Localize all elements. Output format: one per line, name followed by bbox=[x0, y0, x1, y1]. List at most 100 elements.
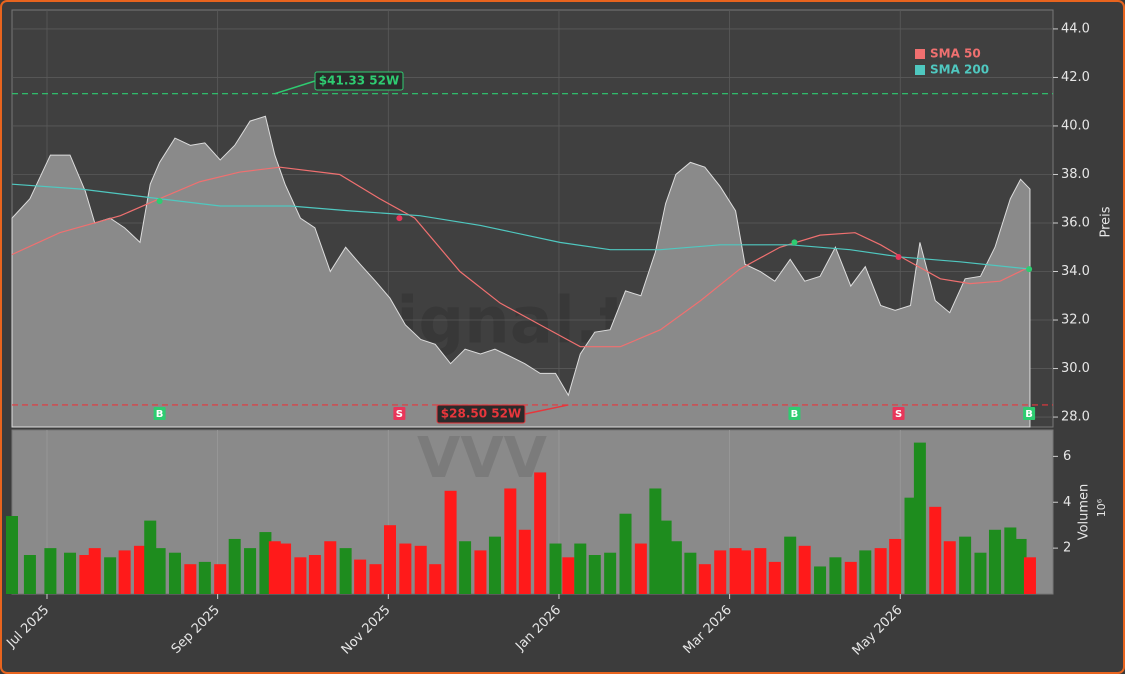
signal-label: S bbox=[895, 409, 902, 420]
volume-bar bbox=[768, 561, 781, 594]
volume-bar bbox=[1004, 527, 1017, 594]
volume-bar bbox=[384, 525, 397, 594]
signal-dot bbox=[156, 198, 163, 205]
y-tick-label: 4 bbox=[1063, 495, 1071, 510]
volume-bar bbox=[698, 564, 711, 594]
volume-bar bbox=[588, 555, 601, 594]
volume-bar bbox=[904, 497, 917, 594]
volume-bar bbox=[534, 472, 547, 594]
volume-bar bbox=[279, 543, 292, 594]
y-tick-label: 2 bbox=[1063, 541, 1071, 556]
volume-bar bbox=[913, 442, 926, 594]
signal-marker bbox=[788, 407, 801, 420]
signal-marker bbox=[1023, 407, 1036, 420]
y-tick-label: 30.0 bbox=[1061, 361, 1090, 376]
volume-bar bbox=[943, 541, 956, 594]
volume-bar bbox=[518, 529, 531, 594]
legend-label: SMA 50 bbox=[930, 47, 981, 61]
signal-dot bbox=[895, 253, 902, 260]
volume-bar bbox=[228, 538, 241, 594]
volume-bar bbox=[504, 488, 517, 594]
volume-bar bbox=[244, 548, 257, 594]
volume-bar bbox=[929, 506, 942, 594]
y-tick-label: 32.0 bbox=[1061, 313, 1090, 328]
annotation-label: $28.50 52W bbox=[441, 407, 521, 421]
signal-dot bbox=[1026, 266, 1033, 273]
volume-bar bbox=[88, 548, 101, 594]
volume-bar bbox=[738, 550, 751, 594]
volume-bar bbox=[444, 490, 457, 594]
legend-label: SMA 200 bbox=[930, 63, 989, 77]
y-tick-label: 28.0 bbox=[1061, 410, 1090, 425]
volume-bar bbox=[488, 536, 501, 594]
volume-bar bbox=[399, 543, 412, 594]
volume-bar bbox=[294, 557, 307, 594]
volume-bar bbox=[414, 545, 427, 594]
volume-bar bbox=[889, 538, 902, 594]
volume-bar bbox=[44, 548, 57, 594]
signal-label: B bbox=[156, 409, 164, 420]
volume-bar bbox=[133, 545, 146, 594]
signal-marker bbox=[892, 407, 905, 420]
signal-label: B bbox=[791, 409, 799, 420]
signal-marker bbox=[393, 407, 406, 420]
volume-bar bbox=[634, 543, 647, 594]
signal-dot bbox=[791, 239, 798, 246]
volume-bar bbox=[339, 548, 352, 594]
volume-bar bbox=[549, 543, 562, 594]
y-axis-label: Preis bbox=[1099, 206, 1114, 237]
signal-dot bbox=[396, 215, 403, 222]
volume-bar bbox=[1023, 557, 1036, 594]
volume-bar bbox=[814, 566, 827, 594]
volume-bar bbox=[79, 555, 92, 594]
annotation-arrow bbox=[274, 80, 316, 95]
sma-line bbox=[11, 183, 1031, 270]
price-area bbox=[11, 115, 1031, 428]
volume-bar bbox=[118, 550, 131, 594]
volume-bar bbox=[784, 536, 797, 594]
signal-label: S bbox=[396, 409, 403, 420]
annotation-arrow bbox=[524, 404, 569, 415]
volume-bar bbox=[308, 555, 321, 594]
volume-bar bbox=[684, 552, 697, 594]
y-tick-label: 44.0 bbox=[1061, 21, 1090, 36]
volume-bar bbox=[574, 543, 587, 594]
volume-bar bbox=[959, 536, 972, 594]
volume-bar bbox=[214, 564, 227, 594]
legend-swatch bbox=[915, 65, 925, 75]
volume-bar bbox=[649, 488, 662, 594]
volume-bar bbox=[562, 557, 575, 594]
volume-bar bbox=[874, 548, 887, 594]
volume-bar bbox=[974, 552, 987, 594]
annotation-box bbox=[436, 404, 526, 424]
volume-bar bbox=[1014, 538, 1027, 594]
volume-bar bbox=[474, 550, 487, 594]
volume-bar bbox=[324, 541, 337, 594]
volume-watermark: VVV bbox=[417, 426, 548, 491]
volume-bar bbox=[459, 541, 472, 594]
y-tick-label: 42.0 bbox=[1061, 70, 1090, 85]
volume-bar bbox=[104, 557, 117, 594]
y-tick-label: 6 bbox=[1063, 449, 1071, 464]
volume-bar bbox=[153, 548, 166, 594]
y-tick-label: 34.0 bbox=[1061, 264, 1090, 279]
y-tick-label: 36.0 bbox=[1061, 215, 1090, 230]
volume-bar bbox=[64, 552, 77, 594]
volume-bar bbox=[144, 520, 157, 594]
volume-bar bbox=[844, 561, 857, 594]
volume-bar bbox=[729, 548, 742, 594]
volume-bar bbox=[604, 552, 617, 594]
volume-bar bbox=[659, 520, 672, 594]
volume-bar bbox=[714, 550, 727, 594]
volume-bar bbox=[429, 564, 442, 594]
y-tick-label: 40.0 bbox=[1061, 118, 1090, 133]
volume-bar bbox=[369, 564, 382, 594]
volume-bar bbox=[988, 529, 1001, 594]
volume-axis-label: Volumen bbox=[1077, 484, 1092, 541]
signal-label: B bbox=[1025, 409, 1033, 420]
volume-bar bbox=[754, 548, 767, 594]
volume-bar bbox=[829, 557, 842, 594]
volume-bar bbox=[798, 545, 811, 594]
volume-bar bbox=[354, 559, 367, 594]
volume-bar bbox=[23, 555, 36, 594]
